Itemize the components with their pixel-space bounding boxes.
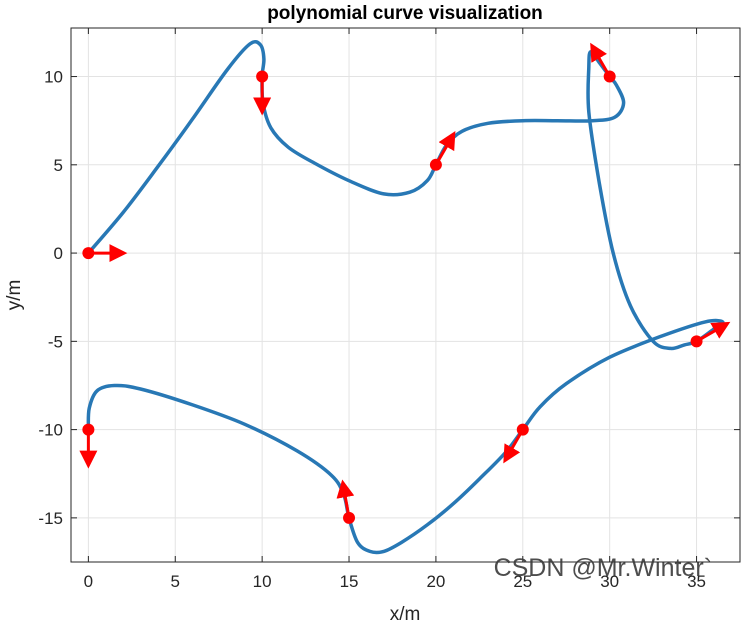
grid [71,28,740,562]
waypoint-marker [429,158,442,171]
y-tick-label: -15 [38,509,63,528]
x-tick-label: 0 [84,572,93,591]
x-tick-label: 35 [687,572,706,591]
x-tick-label: 30 [600,572,619,591]
x-tick-label: 20 [426,572,445,591]
x-axis-label: x/m [390,604,421,625]
x-tick-label: 5 [171,572,180,591]
curve-series-line [86,39,725,555]
watermark: CSDN @Mr.Winter` [494,554,712,582]
y-tick-label: -5 [48,332,63,351]
y-axis-label: y/m [4,280,25,311]
plot-area-frame [70,27,741,563]
waypoint-marker [82,423,95,436]
chart-title: polynomial curve visualization [267,3,543,24]
y-tick-label: 0 [54,244,63,263]
waypoint-markers [82,70,703,524]
x-tick-label: 25 [513,572,532,591]
waypoint-arrows [79,42,731,519]
waypoint-marker [82,247,95,260]
waypoint-marker [603,70,616,83]
waypoint-marker [516,423,529,436]
curve-layer [86,39,725,555]
waypoint-marker [343,511,356,524]
x-tick-label: 10 [253,572,272,591]
y-tick-label: -10 [38,421,63,440]
y-tick-label: 5 [54,156,63,175]
waypoint-marker [690,335,703,348]
waypoint-marker [256,70,269,83]
x-tick-label: 15 [340,572,359,591]
axis-ticks: 0 5 10 15 20 25 30 35 -15 -10 -5 0 5 10 [38,28,740,591]
y-tick-label: 10 [44,68,63,87]
